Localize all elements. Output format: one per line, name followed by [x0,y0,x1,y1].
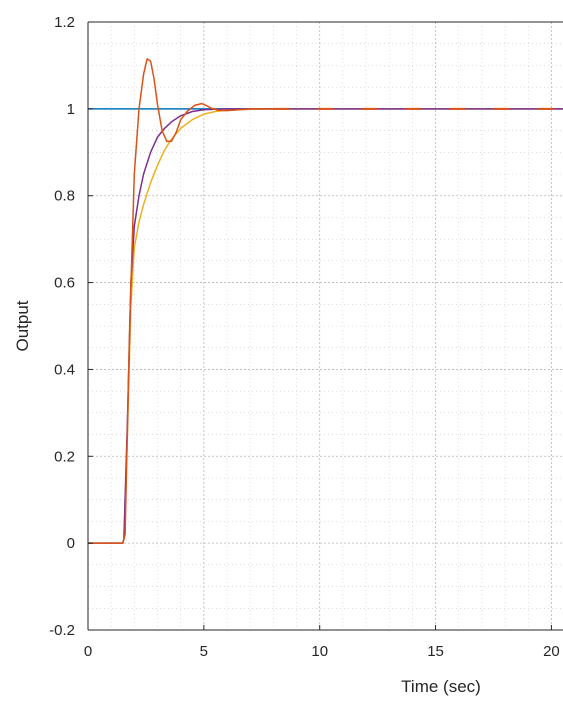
x-tick-label: 20 [543,643,560,660]
y-tick-label: 1 [67,101,75,118]
y-tick-labels: -0.2 0 0.2 0.4 0.6 0.8 1 1.2 [49,14,75,639]
x-tick-labels: 0 5 10 15 20 [84,643,560,660]
series-layer [88,58,563,544]
axes [87,21,563,631]
x-tick-label: 10 [311,643,328,660]
plot-area [88,22,563,630]
y-tick-label: -0.2 [49,622,75,639]
y-axis-label: Output [13,300,32,351]
y-tick-label: 1.2 [54,14,75,31]
y-tick-label: 0.4 [54,361,75,378]
x-tick-label: 0 [84,643,92,660]
minor-grid [88,22,563,630]
y-tick-label: 0.8 [54,188,75,205]
series-line-4 [88,58,274,544]
major-grid [88,22,563,630]
x-tick-label: 5 [200,643,208,660]
y-tick-label: 0 [67,535,75,552]
x-tick-label: 15 [427,643,444,660]
y-tick-label: 0.2 [54,448,75,465]
x-axis-label: Time (sec) [401,677,481,696]
y-tick-label: 0.6 [54,275,75,292]
